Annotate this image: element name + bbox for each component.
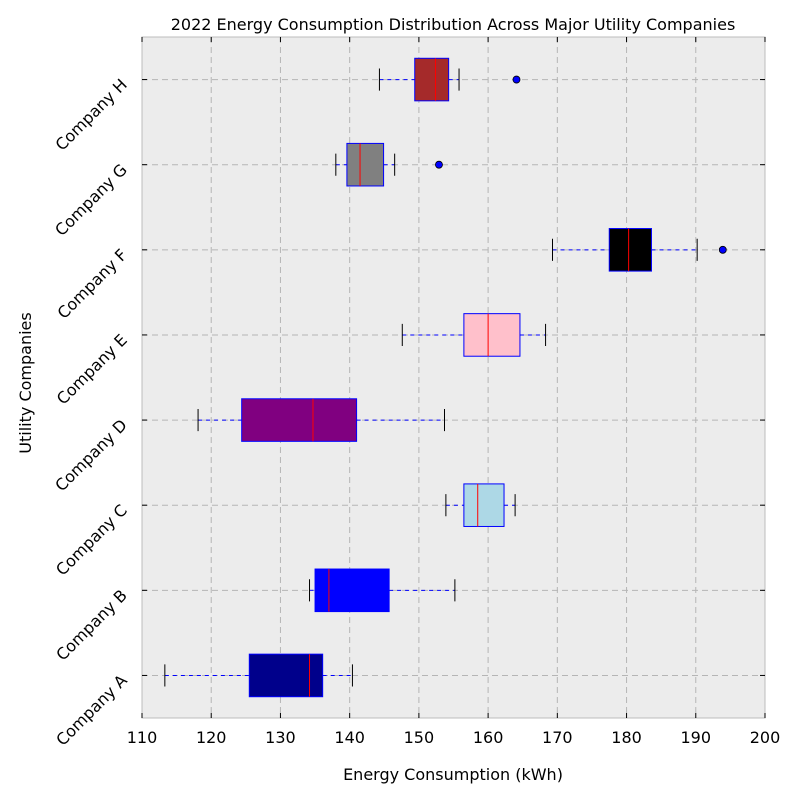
x-tick-label: 180: [611, 728, 642, 747]
iqr-box: [248, 653, 324, 698]
x-tick-label: 190: [681, 728, 712, 747]
x-tick-label: 110: [127, 728, 158, 747]
y-category-label: Company C: [52, 501, 131, 580]
outlier-point: [512, 75, 521, 84]
x-tick-label: 120: [196, 728, 227, 747]
iqr-box: [414, 57, 450, 102]
box-company-a: [164, 653, 353, 698]
box-company-c: [445, 483, 516, 527]
y-category-label: Company E: [53, 330, 131, 408]
x-axis-label: Energy Consumption (kWh): [343, 765, 563, 784]
y-category-label: Company A: [52, 671, 131, 750]
y-category-label: Company H: [51, 75, 130, 154]
plot-frame: [141, 36, 766, 719]
box-company-d: [197, 398, 446, 442]
x-tick-label: 170: [542, 728, 573, 747]
box-company-f: [551, 228, 727, 272]
box-company-h: [378, 57, 521, 102]
iqr-box: [463, 313, 521, 357]
x-tick-label: 160: [473, 728, 504, 747]
outlier-point: [435, 160, 443, 169]
iqr-box: [463, 483, 505, 527]
iqr-box: [241, 398, 358, 442]
box-company-e: [401, 313, 547, 357]
x-tick-label: 130: [265, 728, 296, 747]
x-tick-label: 200: [750, 728, 781, 747]
plot-area: [142, 37, 765, 718]
y-axis-label: Utility Companies: [16, 312, 35, 453]
y-category-label: Company D: [51, 415, 131, 495]
chart-title: 2022 Energy Consumption Distribution Acr…: [171, 15, 736, 34]
iqr-box: [314, 568, 390, 613]
iqr-box: [346, 142, 385, 187]
iqr-box: [608, 228, 652, 272]
box-company-g: [335, 142, 443, 187]
x-tick-label: 140: [334, 728, 365, 747]
y-category-label: Company F: [53, 245, 130, 322]
y-category-label: Company G: [51, 160, 131, 240]
y-category-label: Company B: [52, 586, 131, 665]
x-tick-label: 150: [404, 728, 435, 747]
x-axis-tick-labels: 110 120 130 140 150 160 170 180 190 200: [127, 728, 781, 747]
boxplot-series: [164, 57, 727, 698]
box-company-b: [309, 568, 456, 613]
axis-ticks: [141, 37, 766, 718]
outlier-point: [718, 245, 727, 254]
